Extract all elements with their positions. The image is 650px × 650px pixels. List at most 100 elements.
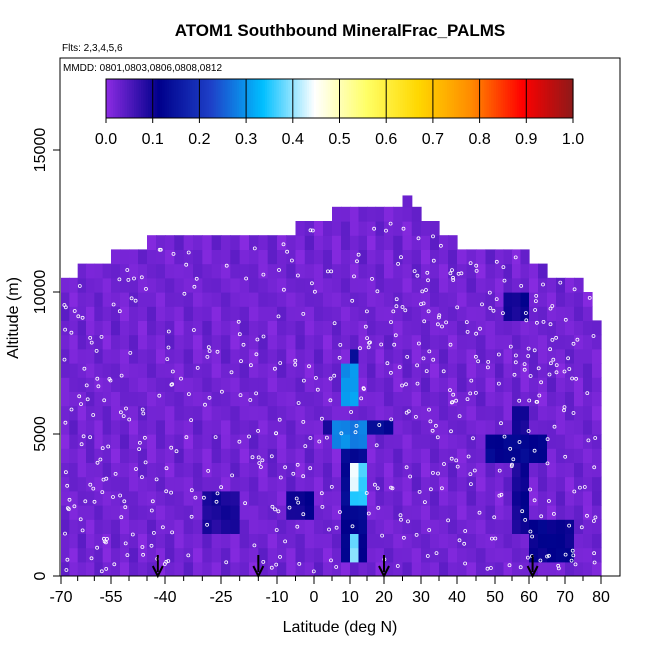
observation-point bbox=[123, 505, 128, 510]
heatmap-cell bbox=[439, 405, 449, 421]
heatmap-cell bbox=[239, 263, 250, 279]
heatmap-cell bbox=[457, 292, 468, 307]
heatmap-cell bbox=[457, 348, 468, 364]
colorbar-tick-label: 0.1 bbox=[142, 131, 164, 148]
heatmap-cell bbox=[156, 462, 166, 478]
heatmap-cell bbox=[350, 363, 360, 378]
heatmap-cell bbox=[592, 490, 602, 506]
observation-point bbox=[441, 369, 446, 374]
heatmap-cell bbox=[495, 448, 505, 463]
heatmap-cell bbox=[138, 249, 148, 265]
heatmap-cell bbox=[77, 561, 87, 576]
heatmap-cell bbox=[583, 320, 593, 336]
heatmap-cell bbox=[430, 476, 440, 492]
heatmap-cell bbox=[375, 519, 385, 534]
heatmap-cell bbox=[138, 320, 148, 336]
colorbar-segment bbox=[537, 79, 541, 118]
heatmap-cell bbox=[556, 277, 566, 293]
heatmap-cell bbox=[495, 490, 505, 506]
observation-point bbox=[424, 288, 428, 292]
heatmap-cell bbox=[457, 306, 468, 321]
heatmap-cell bbox=[512, 561, 522, 576]
heatmap-cell bbox=[239, 505, 250, 520]
heatmap-cell bbox=[476, 263, 487, 279]
heatmap-cell bbox=[230, 462, 241, 478]
heatmap-cell bbox=[314, 391, 324, 407]
heatmap-cell bbox=[230, 277, 241, 293]
heatmap-cell bbox=[183, 490, 194, 506]
heatmap-cell bbox=[221, 561, 231, 576]
observation-point bbox=[552, 512, 556, 516]
heatmap-cell bbox=[520, 519, 530, 534]
heatmap-cell bbox=[439, 263, 449, 279]
observation-point bbox=[471, 436, 475, 441]
x-axis-label: Latitude (deg N) bbox=[283, 619, 398, 636]
x-tick-label: -55 bbox=[99, 589, 122, 606]
heatmap-cell bbox=[547, 419, 557, 435]
heatmap-cell bbox=[129, 547, 139, 563]
heatmap-cell bbox=[286, 505, 297, 520]
heatmap-cell bbox=[174, 377, 185, 392]
heatmap-cell bbox=[476, 434, 487, 449]
heatmap-cell bbox=[583, 334, 593, 350]
observation-point bbox=[541, 319, 546, 324]
heatmap-cell bbox=[165, 490, 175, 506]
colorbar-segment bbox=[278, 79, 282, 118]
colorbar-segment bbox=[316, 79, 320, 118]
observation-point bbox=[285, 249, 290, 254]
observation-point bbox=[151, 531, 156, 535]
colorbar-segment bbox=[274, 79, 278, 118]
observation-point bbox=[94, 348, 99, 353]
heatmap-cell bbox=[457, 547, 468, 563]
heatmap-cell bbox=[393, 377, 404, 392]
heatmap-cell bbox=[120, 348, 130, 364]
heatmap-cell bbox=[102, 334, 112, 350]
heatmap-cell bbox=[421, 561, 431, 576]
heatmap-cell bbox=[358, 490, 368, 506]
heatmap-cell bbox=[411, 448, 422, 463]
heatmap-cell bbox=[258, 277, 269, 293]
heatmap-cell bbox=[129, 462, 139, 478]
colorbar-segment bbox=[568, 79, 572, 118]
heatmap-cell bbox=[574, 292, 584, 307]
heatmap-cell bbox=[120, 462, 130, 478]
observation-point bbox=[229, 370, 234, 375]
heatmap-cell bbox=[174, 462, 185, 478]
heatmap-cell bbox=[304, 561, 315, 576]
heatmap-cell bbox=[393, 206, 404, 222]
heatmap-cell bbox=[375, 448, 385, 463]
heatmap-cell bbox=[485, 519, 496, 534]
observation-point bbox=[277, 268, 281, 272]
heatmap-cell bbox=[341, 206, 351, 222]
heatmap-cell bbox=[556, 348, 566, 364]
heatmap-cell bbox=[547, 306, 557, 321]
heatmap-cell bbox=[430, 448, 440, 463]
observation-point bbox=[207, 395, 212, 400]
heatmap-cell bbox=[393, 476, 404, 492]
observation-point bbox=[551, 357, 556, 362]
heatmap-cell bbox=[304, 547, 315, 563]
heatmap-cell bbox=[295, 249, 306, 265]
heatmap-cell bbox=[295, 448, 306, 463]
heatmap-cell bbox=[547, 448, 557, 463]
heatmap-cell bbox=[341, 320, 351, 336]
heatmap-cell bbox=[556, 292, 566, 307]
observation-point bbox=[463, 561, 468, 566]
heatmap-cell bbox=[102, 561, 112, 576]
colorbar-segment bbox=[409, 79, 413, 118]
heatmap-cell bbox=[239, 405, 250, 421]
heatmap-cell bbox=[249, 490, 259, 506]
heatmap-cell bbox=[411, 263, 422, 279]
observation-point bbox=[328, 376, 333, 381]
heatmap-cell bbox=[495, 277, 505, 293]
heatmap-cell bbox=[61, 419, 70, 435]
heatmap-cell bbox=[239, 434, 250, 449]
colorbar-segment bbox=[397, 79, 401, 118]
observation-point bbox=[591, 334, 596, 338]
observation-point bbox=[95, 460, 100, 465]
colorbar-segment bbox=[402, 79, 406, 118]
colorbar-segment bbox=[472, 79, 476, 118]
heatmap-cell bbox=[512, 249, 522, 265]
heatmap-cell bbox=[111, 419, 121, 435]
heatmap-cell bbox=[304, 277, 315, 293]
